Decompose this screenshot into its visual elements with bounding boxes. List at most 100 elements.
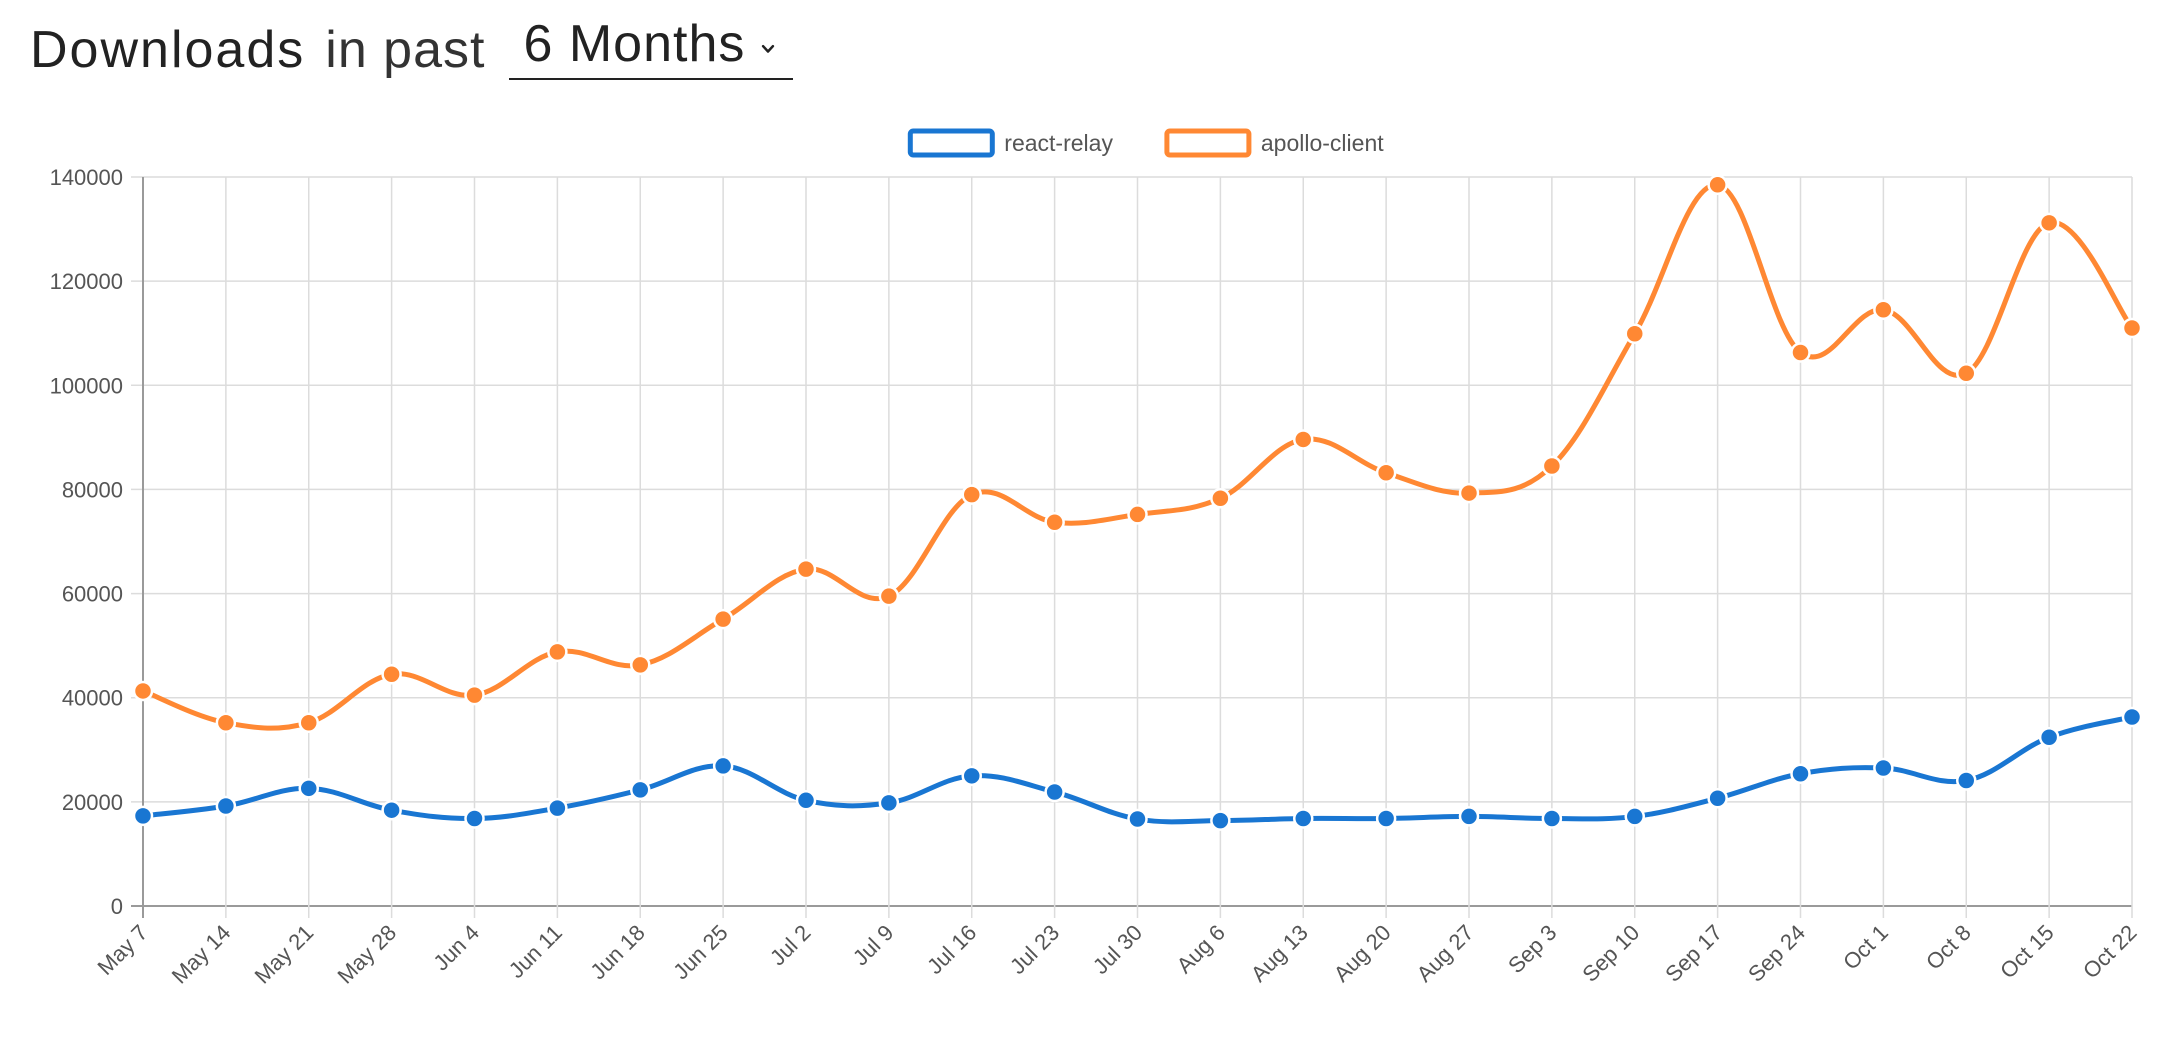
data-point[interactable] xyxy=(464,808,485,829)
data-point[interactable] xyxy=(2038,212,2060,234)
legend-swatch xyxy=(907,128,995,158)
header-title: Downloads xyxy=(30,21,306,79)
data-point[interactable] xyxy=(878,585,900,607)
header-subtitle: in past xyxy=(325,21,486,79)
x-tick-label: Aug 6 xyxy=(1172,920,1230,978)
x-tick-label: Jul 16 xyxy=(922,920,981,979)
series-apollo-client xyxy=(132,174,2143,733)
x-tick-label: Sep 10 xyxy=(1577,920,1644,987)
data-point[interactable] xyxy=(961,765,982,787)
x-tick-label: May 28 xyxy=(332,920,401,989)
x-tick-label: Jul 30 xyxy=(1088,920,1147,979)
x-tick-label: Oct 1 xyxy=(1838,920,1893,975)
chart-header: Downloads in past 6 Months xyxy=(30,0,794,80)
y-tick-label: 0 xyxy=(111,894,123,919)
x-tick-label: Jul 2 xyxy=(765,920,816,971)
x-tick-label: Jul 23 xyxy=(1005,920,1064,979)
data-point[interactable] xyxy=(215,712,237,733)
legend-label: apollo-client xyxy=(1261,130,1384,156)
data-point[interactable] xyxy=(2121,317,2143,339)
x-tick-label: Aug 20 xyxy=(1329,920,1396,987)
legend-item-react-relay[interactable]: react-relay xyxy=(907,128,1113,158)
y-tick-label: 140000 xyxy=(50,165,123,190)
data-point[interactable] xyxy=(712,608,734,630)
data-point[interactable] xyxy=(1790,342,1811,363)
data-point[interactable] xyxy=(1458,806,1480,827)
data-point[interactable] xyxy=(1624,323,1645,344)
data-point[interactable] xyxy=(795,790,817,811)
data-point[interactable] xyxy=(1375,462,1397,484)
data-point[interactable] xyxy=(961,484,982,505)
data-point[interactable] xyxy=(547,641,568,663)
data-point[interactable] xyxy=(2121,706,2143,728)
x-tick-label: Sep 17 xyxy=(1660,920,1727,987)
data-point[interactable] xyxy=(1375,808,1397,829)
x-tick-label: Oct 22 xyxy=(2078,920,2142,984)
x-tick-label: May 7 xyxy=(92,920,152,980)
chevron-down-icon xyxy=(762,44,775,53)
data-point[interactable] xyxy=(878,792,900,814)
data-point[interactable] xyxy=(1044,511,1065,533)
chart-series xyxy=(132,174,2143,831)
period-selected-value: 6 Months xyxy=(523,15,746,73)
data-point[interactable] xyxy=(1707,174,1728,196)
legend-label: react-relay xyxy=(1004,130,1113,156)
data-point[interactable] xyxy=(381,799,402,821)
y-tick-label: 100000 xyxy=(50,373,123,398)
data-point[interactable] xyxy=(712,755,734,777)
data-point[interactable] xyxy=(1210,488,1231,509)
data-point[interactable] xyxy=(1541,808,1563,829)
data-point[interactable] xyxy=(2038,727,2060,748)
data-point[interactable] xyxy=(1458,482,1480,504)
x-tick-label: Aug 27 xyxy=(1412,920,1479,987)
data-point[interactable] xyxy=(1293,429,1314,450)
data-point[interactable] xyxy=(1127,808,1148,830)
chart-axes: 0 20000 40000 60000 80000 100000 120000 140000 M… xyxy=(50,165,2142,989)
y-tick-label: 80000 xyxy=(62,477,123,502)
x-tick-label: Jun 4 xyxy=(428,920,484,976)
data-point[interactable] xyxy=(381,664,402,685)
y-tick-label: 60000 xyxy=(62,582,123,607)
data-point[interactable] xyxy=(1956,770,1977,791)
series-line xyxy=(140,182,2135,731)
y-tick-label: 40000 xyxy=(62,686,123,711)
data-point[interactable] xyxy=(1293,808,1314,829)
x-tick-label: May 14 xyxy=(167,920,236,989)
data-point[interactable] xyxy=(1127,504,1148,525)
x-tick-label: Jul 9 xyxy=(848,920,899,971)
data-point[interactable] xyxy=(1541,455,1563,477)
data-point[interactable] xyxy=(1707,787,1728,809)
data-point[interactable] xyxy=(1873,757,1894,779)
x-tick-label: Oct 8 xyxy=(1921,920,1976,975)
legend-swatch xyxy=(1164,128,1252,158)
data-point[interactable] xyxy=(1210,810,1231,831)
data-point[interactable] xyxy=(298,712,319,733)
data-point[interactable] xyxy=(1624,806,1645,827)
x-tick-label: Jun 11 xyxy=(504,920,567,983)
data-point[interactable] xyxy=(464,684,485,706)
data-point[interactable] xyxy=(547,797,568,819)
data-point[interactable] xyxy=(1044,781,1065,803)
data-point[interactable] xyxy=(1790,763,1811,784)
chart-legend: react-relay apollo-client xyxy=(907,128,1384,158)
x-tick-label: Jun 18 xyxy=(585,920,649,984)
x-tick-label: Oct 15 xyxy=(1995,920,2059,984)
y-tick-label: 120000 xyxy=(50,269,123,294)
chart-grid xyxy=(131,176,2133,918)
data-point[interactable] xyxy=(630,654,651,676)
data-point[interactable] xyxy=(630,779,651,801)
x-tick-label: Aug 13 xyxy=(1246,920,1313,987)
data-point[interactable] xyxy=(132,805,154,827)
data-point[interactable] xyxy=(215,795,237,817)
data-point[interactable] xyxy=(795,558,817,580)
legend-item-apollo-client[interactable]: apollo-client xyxy=(1164,128,1384,158)
x-tick-label: May 21 xyxy=(250,920,319,989)
series-react-relay xyxy=(132,706,2143,831)
period-dropdown[interactable]: 6 Months xyxy=(509,14,794,80)
data-point[interactable] xyxy=(132,680,154,702)
x-tick-label: Jun 25 xyxy=(668,920,732,984)
data-point[interactable] xyxy=(1956,363,1977,384)
data-point[interactable] xyxy=(1873,299,1894,321)
data-point[interactable] xyxy=(298,778,319,799)
